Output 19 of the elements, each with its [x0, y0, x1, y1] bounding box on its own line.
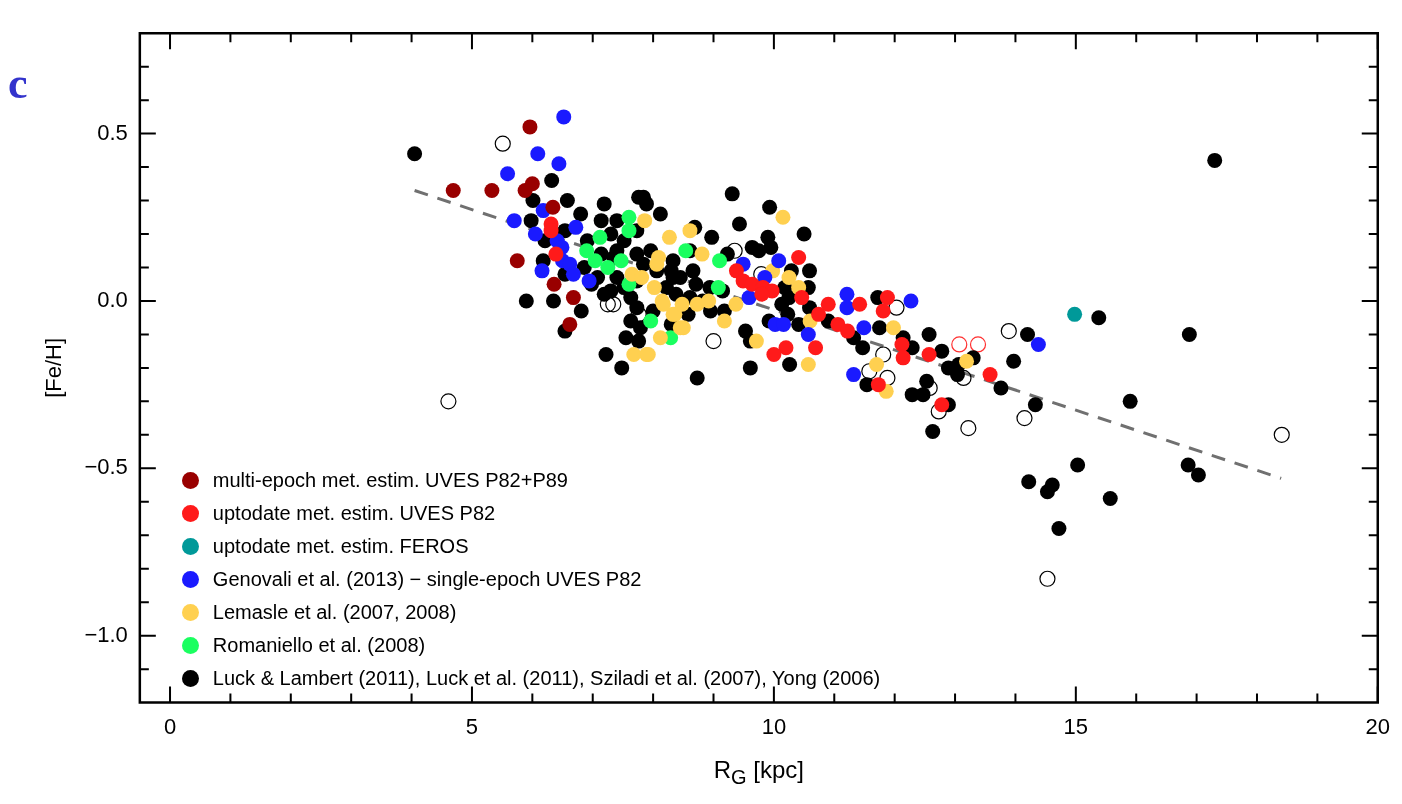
legend-label: uptodate met. estim. UVES P82 [212, 500, 496, 526]
x-axis-title: R$_{G}$ [kpc] [712, 756, 805, 789]
legend-label: Luck & Lambert (2011), Luck et al. (2011), Sziladi et al. (2007), Yong (2006) [212, 665, 881, 691]
legend-label: Romaniello et al. (2008) [212, 632, 426, 658]
y-tick-label: 0.0 [97, 287, 128, 313]
legend-label: Lemasle et al. (2007, 2008) [212, 599, 457, 625]
x-tick-label: 20 [1365, 713, 1391, 739]
y-tick-label: −0.5 [84, 454, 128, 480]
legend-label: multi-epoch met. estim. UVES P82+P89 [212, 467, 568, 493]
legend-label: uptodate met. estim. FEROS [212, 533, 469, 559]
legend-label: Genovali et al. (2013) − single-epoch UVES P82 [212, 566, 642, 592]
text: c [8, 58, 28, 109]
x-tick-label: 5 [465, 713, 479, 739]
y-tick-label: −1.0 [84, 621, 128, 647]
y-tick-label: 0.5 [97, 119, 128, 145]
x-tick-label: 0 [163, 713, 177, 739]
x-tick-label: 15 [1063, 713, 1089, 739]
x-tick-label: 10 [761, 713, 787, 739]
y-axis-title: [Fe/H] [41, 337, 67, 398]
